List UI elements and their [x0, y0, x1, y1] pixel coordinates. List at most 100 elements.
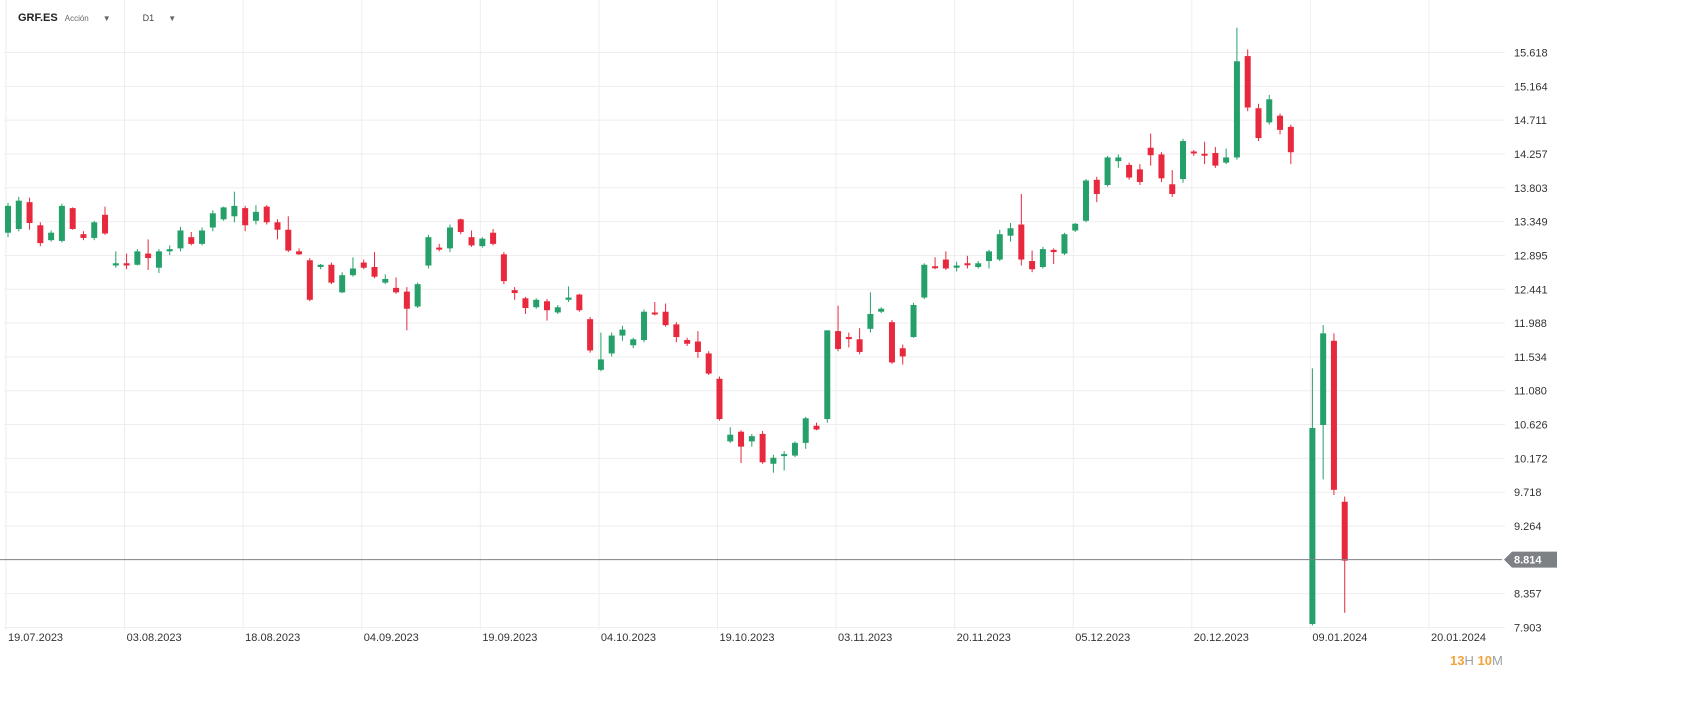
- candle-down: [705, 353, 712, 374]
- candle-down: [1158, 154, 1165, 179]
- y-tick-label: 13.803: [1514, 183, 1548, 195]
- candle-down: [942, 259, 949, 269]
- candle-down: [835, 331, 842, 349]
- candle-down: [393, 287, 400, 293]
- candle-down: [468, 237, 475, 246]
- candle-up: [878, 308, 885, 312]
- candle-up: [791, 442, 798, 456]
- timeframe-selector[interactable]: D1: [142, 13, 155, 23]
- chart-toolbar: GRF.ES Acción ▼ D1 ▼: [18, 10, 176, 26]
- candle-up: [1072, 223, 1079, 231]
- x-tick-label: 20.11.2023: [957, 632, 1011, 644]
- symbol-dropdown-icon[interactable]: ▼: [102, 13, 111, 23]
- candle-up: [597, 359, 604, 370]
- candle-up: [177, 230, 184, 249]
- candle-up: [91, 222, 98, 238]
- timeframe-dropdown-icon[interactable]: ▼: [168, 13, 177, 23]
- candle-down: [145, 253, 152, 259]
- x-tick-label: 03.11.2023: [838, 632, 892, 644]
- candle-countdown: 13H 10M: [1450, 653, 1503, 668]
- candle-up: [533, 299, 540, 308]
- candle-down: [1330, 340, 1337, 490]
- candle-down: [328, 264, 335, 283]
- candle-down: [662, 311, 669, 326]
- x-tick-label: 19.09.2023: [482, 632, 537, 644]
- candle-up: [349, 268, 356, 276]
- candle-down: [587, 319, 594, 351]
- candle-down: [1029, 261, 1036, 270]
- candle-up: [565, 297, 572, 300]
- x-tick-label: 05.12.2023: [1075, 632, 1130, 644]
- x-tick-label: 19.07.2023: [8, 632, 63, 644]
- y-tick-label: 15.618: [1514, 48, 1548, 60]
- candle-up: [770, 457, 777, 464]
- candle-up: [619, 329, 626, 336]
- candle-up: [781, 454, 788, 457]
- candle-up: [58, 205, 65, 241]
- candle-up: [425, 237, 432, 266]
- candle-down: [403, 291, 410, 309]
- candle-down: [285, 229, 292, 251]
- y-tick-label: 10.172: [1514, 453, 1548, 465]
- current-price-tag: [1504, 551, 1557, 568]
- candle-up: [910, 305, 917, 338]
- candle-down: [1212, 152, 1219, 166]
- candle-up: [953, 265, 960, 268]
- candle-up: [209, 213, 216, 228]
- candle-up: [975, 263, 982, 267]
- candle-up: [1039, 249, 1046, 267]
- x-tick-label: 20.12.2023: [1194, 632, 1249, 644]
- candle-up: [1104, 157, 1111, 186]
- candle-up: [1320, 333, 1327, 426]
- candle-up: [1061, 234, 1068, 254]
- y-tick-label: 14.257: [1514, 149, 1548, 161]
- candle-up: [554, 307, 561, 313]
- y-tick-label: 9.264: [1514, 521, 1542, 533]
- candle-up: [802, 418, 809, 443]
- candle-down: [306, 260, 313, 300]
- candle-down: [490, 232, 497, 244]
- candle-up: [446, 227, 453, 249]
- candle-up: [112, 263, 119, 266]
- candle-up: [134, 251, 141, 265]
- candle-down: [26, 202, 33, 224]
- candle-down: [716, 378, 723, 420]
- symbol-label[interactable]: GRF.ES: [18, 12, 58, 24]
- candle-down: [242, 208, 249, 226]
- candle-up: [867, 313, 874, 329]
- candle-down: [1255, 108, 1262, 139]
- candle-down: [1277, 115, 1284, 130]
- candle-down: [1190, 151, 1197, 154]
- candle-down: [1341, 501, 1348, 561]
- candle-up: [996, 234, 1003, 260]
- candle-down: [813, 425, 820, 430]
- x-tick-label: 03.08.2023: [127, 632, 182, 644]
- candle-down: [1201, 153, 1208, 156]
- y-tick-label: 7.903: [1514, 623, 1542, 635]
- candle-down: [102, 214, 109, 234]
- candle-down: [888, 322, 895, 363]
- candle-down: [69, 208, 76, 229]
- candle-up: [630, 339, 637, 346]
- candle-down: [1147, 147, 1154, 156]
- countdown-hours-unit: H: [1464, 653, 1474, 668]
- candle-up: [748, 436, 755, 442]
- y-tick-label: 10.626: [1514, 420, 1548, 432]
- candle-down: [738, 431, 745, 447]
- candle-down: [759, 433, 766, 463]
- x-tick-label: 18.08.2023: [245, 632, 300, 644]
- y-tick-label: 12.441: [1514, 284, 1548, 296]
- candle-down: [673, 324, 680, 338]
- candle-down: [576, 294, 583, 311]
- candle-down: [123, 263, 130, 266]
- candle-up: [1266, 99, 1273, 123]
- candle-up: [985, 251, 992, 262]
- candle-down: [932, 266, 939, 269]
- candle-down: [457, 219, 464, 232]
- candle-up: [1180, 141, 1187, 180]
- candle-up: [1115, 157, 1122, 162]
- candle-up: [231, 205, 238, 217]
- candle-down: [544, 301, 550, 311]
- candle-down: [1018, 224, 1025, 260]
